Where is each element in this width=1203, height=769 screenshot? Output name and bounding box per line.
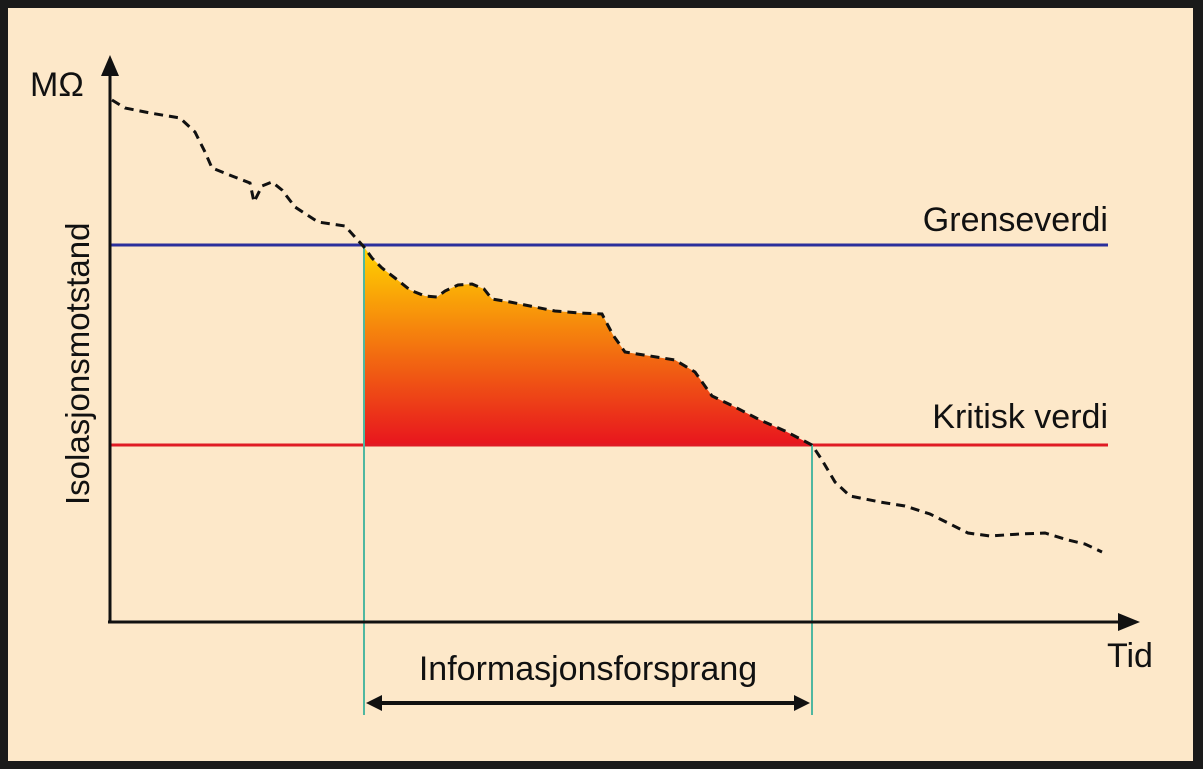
- critical-label: Kritisk verdi: [932, 398, 1108, 436]
- x-axis-arrowhead: [1118, 613, 1140, 631]
- interval-label: Informasjonsforsprang: [419, 650, 757, 688]
- threshold-label: Grenseverdi: [923, 201, 1108, 239]
- interval-arrowhead-right: [794, 695, 810, 711]
- y-axis-label: Isolasjonsmotstand: [59, 223, 96, 505]
- y-axis-arrowhead: [101, 55, 119, 76]
- insulation-resistance-curve: [111, 98, 1103, 554]
- information-lead-area: [364, 247, 812, 445]
- x-axis-label: Tid: [1107, 637, 1153, 675]
- y-axis-unit: MΩ: [30, 66, 84, 104]
- interval-arrowhead-left: [366, 695, 382, 711]
